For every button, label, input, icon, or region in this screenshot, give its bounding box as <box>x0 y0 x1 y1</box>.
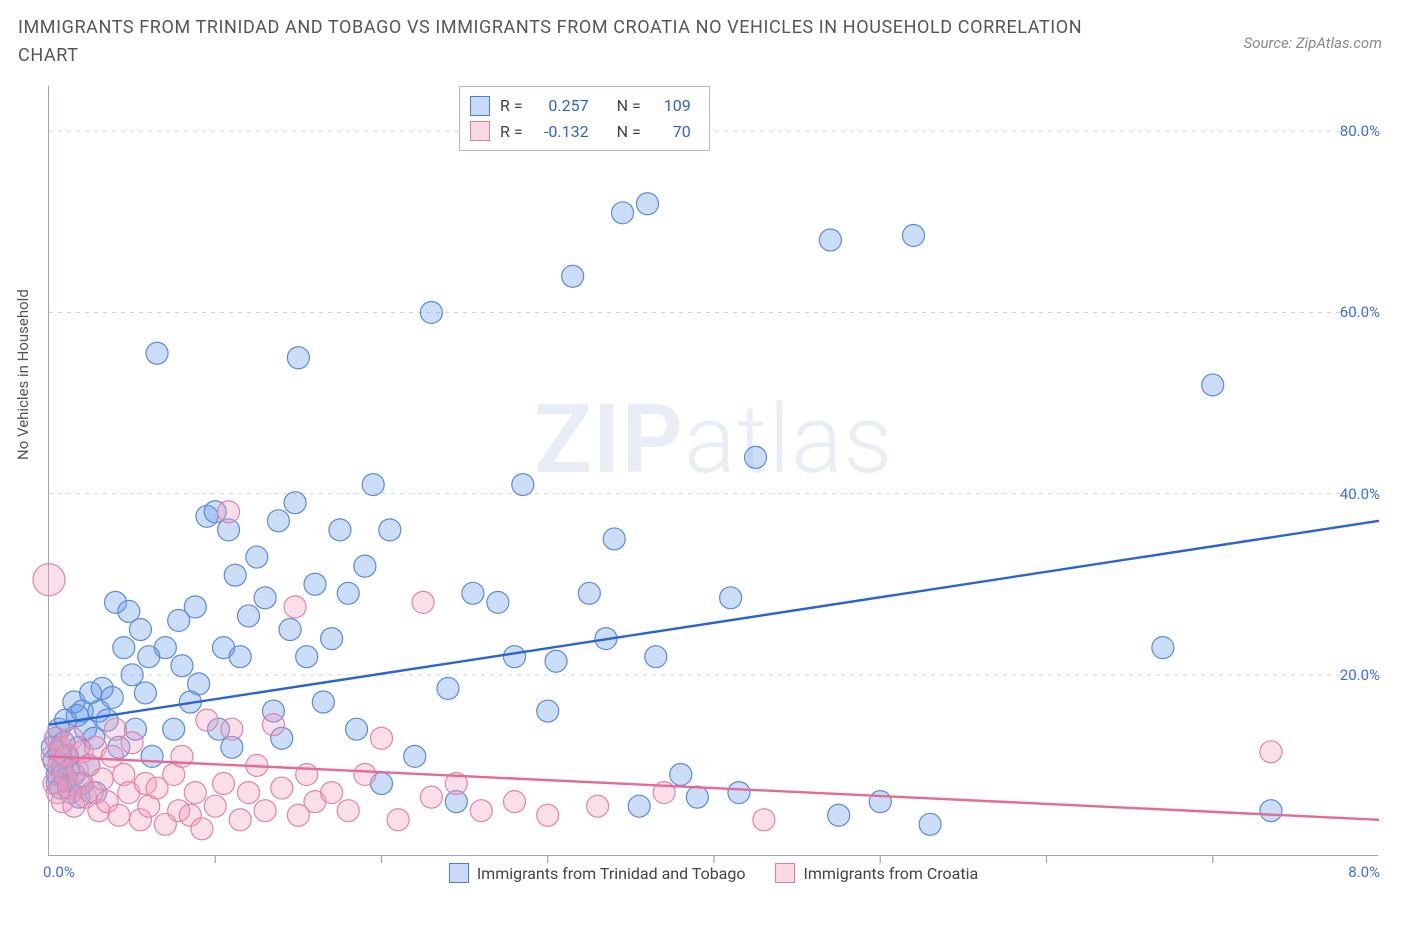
legend-label-pink: Immigrants from Croatia <box>803 864 978 883</box>
plot-svg <box>49 86 1378 855</box>
legend-label-blue: Immigrants from Trinidad and Tobago <box>477 864 746 883</box>
n-label: N = <box>617 93 641 119</box>
scatter-plot: ZIPatlas 20.0% 40.0% 60.0% 80.0% 0.0% 8.… <box>48 86 1378 856</box>
y-tick-label: 40.0% <box>1340 485 1380 503</box>
legend-item-pink: Immigrants from Croatia <box>775 863 978 883</box>
y-tick-label: 20.0% <box>1340 666 1380 684</box>
r-value-blue: 0.257 <box>533 93 589 119</box>
chart-title: IMMIGRANTS FROM TRINIDAD AND TOBAGO VS I… <box>18 14 1108 70</box>
stats-row-blue: R = 0.257 N = 109 <box>470 93 691 119</box>
r-label: R = <box>500 119 523 145</box>
source-attribution: Source: ZipAtlas.com <box>1244 14 1382 52</box>
legend-item-blue: Immigrants from Trinidad and Tobago <box>449 863 746 883</box>
swatch-blue-icon <box>449 863 469 883</box>
swatch-pink-icon <box>775 863 795 883</box>
stats-row-pink: R = -0.132 N = 70 <box>470 119 691 145</box>
y-tick-label: 60.0% <box>1340 303 1380 321</box>
series-legend: Immigrants from Trinidad and Tobago Immi… <box>49 863 1378 883</box>
r-value-pink: -0.132 <box>533 119 589 145</box>
stats-legend: R = 0.257 N = 109 R = -0.132 N = 70 <box>459 86 710 151</box>
swatch-blue-icon <box>470 96 490 116</box>
r-label: R = <box>500 93 523 119</box>
y-tick-label: 80.0% <box>1340 122 1380 140</box>
y-axis-label: No Vehicles in Household <box>14 289 32 460</box>
n-label: N = <box>617 119 641 145</box>
n-value-pink: 70 <box>651 119 691 145</box>
swatch-pink-icon <box>470 121 490 141</box>
n-value-blue: 109 <box>651 93 691 119</box>
